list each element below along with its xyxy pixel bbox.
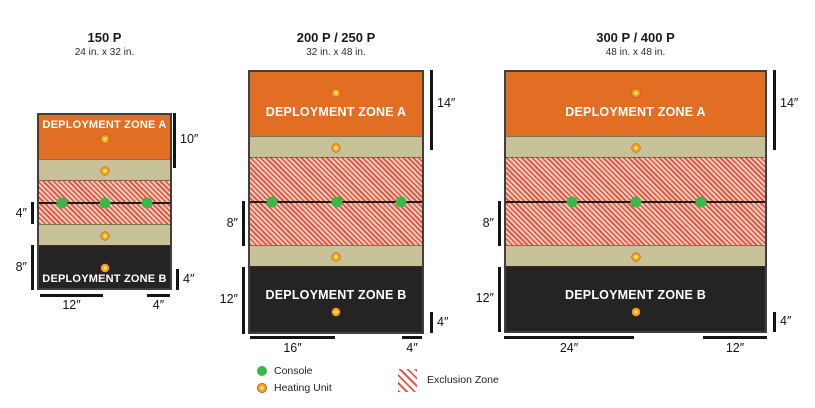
dim-zone-a-depth: 14″ [780, 96, 799, 110]
dim-bottom-right: 4″ [152, 298, 165, 312]
buffer-band-bottom [39, 224, 170, 245]
zone-a-label: DEPLOYMENT ZONE A [42, 119, 167, 131]
console-dot [566, 196, 578, 207]
dim-bar [242, 201, 245, 246]
buffer-band-top [506, 136, 765, 157]
heating-unit-dot [631, 88, 640, 98]
exclusion-zone-legend-icon [398, 369, 417, 392]
dim-bottom-left: 24″ [559, 341, 579, 355]
dim-exclusion-half: 8″ [226, 216, 238, 230]
dim-bar [147, 294, 170, 297]
exclusion-zone-band [39, 180, 170, 224]
heating-unit-dot [331, 307, 341, 317]
console-dot [141, 197, 153, 208]
zone-b-band: DEPLOYMENT ZONE B [250, 266, 422, 332]
dim-exclusion-half: 8″ [482, 216, 494, 230]
panel-200p-title: 200 P / 250 P [296, 30, 376, 45]
dim-bar [504, 336, 634, 339]
dim-bar [176, 269, 179, 290]
zone-a-band: DEPLOYMENT ZONE A [39, 115, 170, 159]
buffer-band-top [250, 136, 422, 157]
dim-bar [703, 336, 767, 339]
dim-bottom-right: 12″ [725, 341, 745, 355]
zone-b-band: DEPLOYMENT ZONE B [506, 266, 765, 331]
console-dot [99, 197, 110, 208]
heating-unit-dot [631, 252, 640, 262]
console-dot [630, 196, 641, 207]
console-dot [395, 196, 406, 207]
zone-b-label: DEPLOYMENT ZONE B [565, 288, 706, 302]
dim-zone-a-depth: 14″ [437, 96, 456, 110]
dim-zone-b-depth: 12″ [219, 292, 238, 306]
panel-300p-board: DEPLOYMENT ZONE A DEPLOYMENT ZONE B [504, 70, 767, 333]
zone-a-label: DEPLOYMENT ZONE A [565, 105, 706, 119]
dim-bar [242, 267, 245, 334]
console-legend-label: Console [274, 365, 313, 377]
zone-b-label: DEPLOYMENT ZONE B [42, 273, 167, 285]
console-dot [331, 196, 343, 207]
panel-150p-subtitle: 24 in. x 32 in. [74, 47, 135, 58]
dim-heater-offset: 4″ [437, 315, 449, 329]
buffer-band-top [39, 159, 170, 180]
zone-a-band: DEPLOYMENT ZONE A [506, 72, 765, 136]
heating-unit-dot [100, 263, 109, 273]
panel-200p-subtitle: 32 in. x 48 in. [306, 47, 366, 58]
dim-bar [173, 113, 176, 168]
console-dot [56, 197, 68, 208]
dim-zone-b-depth: 12″ [475, 291, 494, 305]
dim-zone-b-depth: 8″ [15, 260, 27, 274]
dim-bar [40, 294, 103, 297]
heating-unit-dot [631, 307, 640, 317]
buffer-band-bottom [506, 245, 765, 266]
buffer-band-bottom [250, 245, 422, 266]
zone-a-band: DEPLOYMENT ZONE A [250, 72, 422, 136]
dim-bar [498, 201, 501, 246]
dim-exclusion-half: 4″ [15, 206, 27, 220]
console-legend-icon [257, 366, 267, 376]
dim-bar [430, 70, 433, 150]
dim-bottom-right: 4″ [406, 341, 418, 355]
dim-bar [773, 312, 776, 332]
dim-heater-offset: 4″ [183, 272, 195, 286]
dim-zone-a-depth: 10″ [180, 132, 199, 146]
dim-bar [31, 202, 34, 224]
console-dot [695, 196, 707, 207]
heating-unit-dot [331, 252, 341, 262]
panel-150p-title: 150 P [87, 30, 122, 45]
dim-bottom-left: 16″ [283, 341, 302, 355]
heating-unit-dot [100, 166, 109, 176]
dim-bottom-left: 12″ [62, 298, 81, 312]
console-dot [266, 196, 277, 207]
panel-300p-subtitle: 48 in. x 48 in. [605, 47, 666, 58]
exclusion-zone-legend-label: Exclusion Zone [427, 374, 499, 386]
heating-unit-dot [331, 143, 341, 153]
panel-200p-board: DEPLOYMENT ZONE A DEPLOYMENT ZONE B [248, 70, 424, 334]
heating-unit-dot [331, 88, 341, 98]
dim-bar [498, 267, 501, 332]
panel-300p-title: 300 P / 400 P [596, 30, 675, 45]
panel-150p-board: DEPLOYMENT ZONE A DEPLOYMENT ZONE B [37, 113, 172, 290]
heating-unit-legend-label: Heating Unit [274, 382, 332, 394]
heating-unit-dot [631, 143, 640, 153]
dim-bar [250, 336, 335, 339]
dim-bar [773, 70, 776, 150]
zone-a-label: DEPLOYMENT ZONE A [265, 105, 407, 119]
zone-b-label: DEPLOYMENT ZONE B [265, 288, 407, 302]
dim-bar [31, 245, 34, 290]
dim-heater-offset: 4″ [780, 314, 792, 328]
exclusion-zone-band [506, 157, 765, 245]
dim-bar [402, 336, 422, 339]
heating-unit-dot [100, 231, 109, 241]
heating-unit-legend-icon [257, 383, 267, 393]
dim-bar [430, 312, 433, 333]
exclusion-zone-band [250, 157, 422, 245]
zone-b-band: DEPLOYMENT ZONE B [39, 245, 170, 288]
heating-unit-dot [100, 134, 109, 144]
